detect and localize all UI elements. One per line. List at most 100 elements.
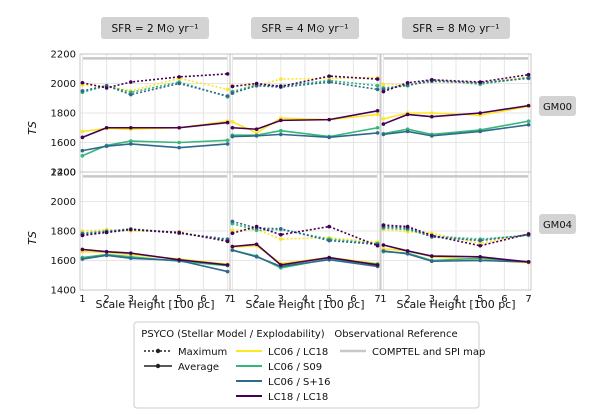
x-tick-label: 7 — [525, 294, 531, 305]
panel-gm04-col1: 1400 1600 1800 2000 2200 1 2 3 4 5 6 7 — [51, 168, 231, 306]
point-average — [279, 263, 283, 267]
point-maximum — [254, 81, 259, 86]
x-tick-label: 5 — [176, 294, 182, 305]
point-average — [254, 127, 259, 132]
legend-maximum-marker — [155, 348, 161, 354]
point-maximum — [381, 89, 386, 94]
point-average — [279, 132, 283, 137]
legend-series-label: LC18 / LC18 — [268, 392, 328, 403]
point-average — [254, 134, 259, 138]
line-maximum — [232, 225, 378, 247]
point-average — [381, 249, 386, 253]
y-tick-label: 1400 — [51, 168, 76, 179]
x-tick-label: 3 — [429, 294, 435, 305]
legend-series-label: LC06 / LC18 — [268, 347, 328, 358]
point-maximum — [104, 230, 109, 235]
point-maximum — [225, 239, 230, 244]
point-average — [129, 125, 133, 130]
point-average — [405, 129, 410, 134]
legend-average-label: Average — [178, 362, 219, 373]
point-average — [254, 242, 259, 247]
legend-series-label: LC06 / S09 — [268, 362, 322, 373]
point-average — [80, 153, 85, 158]
point-average — [80, 129, 85, 134]
y-tick-label: 1400 — [51, 286, 76, 297]
legend-average-marker — [155, 363, 161, 369]
panel-gm00-col1: 1400 1600 1800 2000 2200 SFR = 2 M⊙ yr⁻¹ — [51, 17, 231, 179]
point-average — [80, 135, 85, 140]
point-average — [526, 260, 531, 264]
column-title-box — [251, 17, 359, 39]
panel-gm00-col3: SFR = 8 M⊙ yr⁻¹ GM00 — [380, 17, 576, 173]
point-average — [225, 120, 230, 125]
point-maximum — [230, 231, 235, 236]
point-average — [375, 108, 380, 113]
point-average — [405, 252, 410, 256]
x-axis-labels: Scale Height [100 pc] Scale Height [100 … — [95, 298, 515, 311]
x-tick-label: 2 — [103, 294, 109, 305]
point-maximum — [375, 77, 380, 81]
point-maximum — [279, 232, 283, 237]
point-average — [254, 255, 259, 259]
point-average — [430, 254, 434, 258]
series-lc18-lc18 — [80, 227, 230, 267]
series-lc18-lc18 — [80, 72, 230, 140]
row-label: GM00 — [543, 102, 572, 113]
point-average — [327, 135, 331, 140]
y-tick-label: 2200 — [51, 50, 76, 61]
point-maximum — [526, 72, 531, 77]
point-average — [104, 249, 109, 254]
column-title: SFR = 4 M⊙ yr⁻¹ — [262, 23, 349, 35]
point-average — [104, 144, 109, 148]
point-maximum — [230, 91, 235, 95]
point-maximum — [279, 84, 283, 89]
point-maximum — [327, 224, 331, 229]
legend-title-psyco: PSYCO (Stellar Model / Explodability) — [141, 329, 324, 340]
point-average — [177, 140, 181, 145]
row-label-box — [539, 96, 576, 116]
point-average — [230, 248, 235, 252]
point-average — [80, 257, 85, 261]
legend-maximum-label: Maximum — [178, 347, 227, 358]
x-tick-label: 6 — [350, 294, 356, 305]
point-maximum — [327, 74, 331, 78]
point-maximum — [225, 94, 230, 98]
panels-layer: 1400 1600 1800 2000 2200 SFR = 2 M⊙ yr⁻¹ SFR =… — [51, 17, 576, 305]
y-tick-label: 1600 — [51, 138, 76, 149]
point-maximum — [230, 219, 235, 224]
point-average — [375, 125, 380, 130]
point-average — [225, 138, 230, 143]
point-maximum — [177, 81, 181, 86]
point-average — [526, 119, 531, 123]
point-maximum — [327, 80, 331, 84]
point-average — [430, 134, 434, 138]
point-average — [225, 142, 230, 146]
x-tick-label: 4 — [453, 294, 459, 305]
x-axis-label-col1: Scale Height [100 pc] — [95, 298, 214, 311]
point-average — [104, 253, 109, 258]
y-axis-label-bottom: TS — [26, 231, 39, 245]
x-tick-label: 2 — [404, 294, 410, 305]
point-maximum — [230, 228, 235, 233]
x-tick-label: 7 — [224, 294, 230, 305]
series-lc18-lc18 — [230, 74, 380, 132]
point-maximum — [104, 86, 109, 90]
y-tick-label: 2000 — [51, 79, 76, 90]
point-maximum — [405, 224, 410, 229]
point-average — [430, 259, 434, 264]
point-average — [230, 120, 235, 124]
legend-series-label: LC06 / S+16 — [268, 377, 330, 388]
legend-title-observational: Observational Reference — [334, 329, 457, 340]
column-title-box — [402, 17, 510, 39]
column-title-box — [101, 17, 209, 39]
point-maximum — [129, 227, 133, 232]
panel-frame — [380, 171, 532, 291]
point-average — [80, 247, 85, 252]
point-maximum — [381, 82, 386, 87]
point-average — [225, 269, 230, 274]
series-lc18-lc18 — [381, 72, 531, 126]
x-tick-label: 1 — [79, 294, 85, 305]
x-tick-label: 3 — [128, 294, 134, 305]
point-average — [129, 142, 133, 146]
